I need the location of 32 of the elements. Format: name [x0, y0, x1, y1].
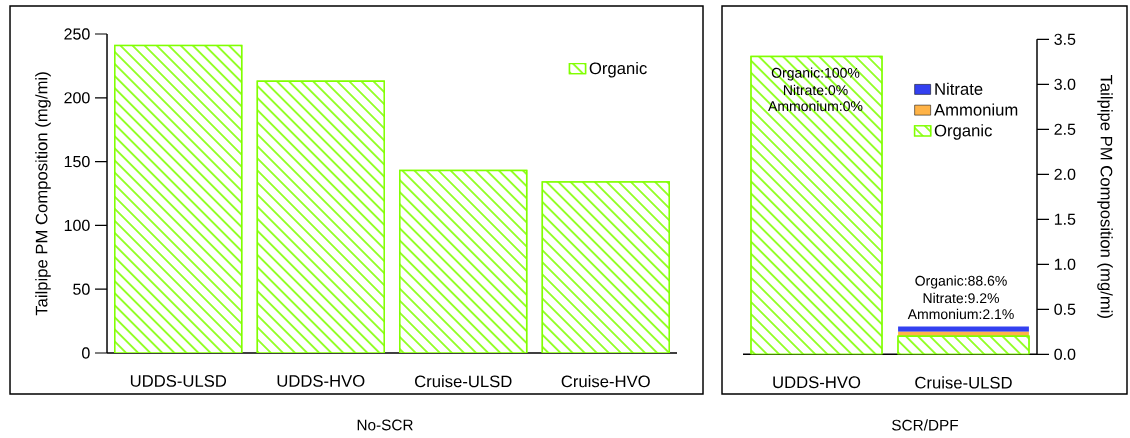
x-tick-label: Cruise-ULSD: [915, 376, 1012, 389]
bar: [898, 326, 1029, 332]
annotation: Ammonium:2.1%: [907, 308, 1014, 320]
y-tick-label: 250: [64, 28, 90, 40]
legend-label: Nitrate: [935, 82, 983, 95]
text: No-SCR: [357, 419, 413, 431]
annotation: Nitrate:9.2%: [923, 292, 1000, 304]
x-tick-label: UDDS-HVO: [773, 376, 861, 389]
y-tick-label: 200: [64, 92, 90, 104]
legend-label: Organic: [589, 61, 647, 78]
y-tick-label: 100: [64, 219, 90, 232]
y-tick-label: 0: [82, 347, 90, 359]
x-tick-label: Cruise-ULSD: [415, 375, 512, 388]
y-axis-title: Tailpipe PM Composition (mg/mi): [1097, 74, 1113, 318]
y-tick-label: 1.5: [1054, 213, 1076, 225]
x-tick-label: UDDS-ULSD: [130, 375, 227, 387]
x-tick-label: Cruise-HVO: [561, 375, 650, 388]
y-tick-label: 3.0: [1054, 78, 1076, 90]
y-tick-label: 2.0: [1054, 168, 1076, 180]
y-tick-label: 2.5: [1054, 123, 1076, 135]
y-tick-label: 3.5: [1054, 33, 1076, 45]
y-tick-label: 0.0: [1054, 348, 1076, 360]
x-tick-label: UDDS-HVO: [277, 375, 365, 387]
y-tick-label: 0.5: [1054, 303, 1076, 315]
text: SCR/DPF: [892, 419, 959, 431]
legend-label: Organic: [934, 124, 992, 140]
y-tick-label: 50: [73, 283, 90, 295]
legend-label: Ammonium: [934, 103, 1018, 116]
y-tick-label: 150: [64, 155, 90, 168]
annotation: Organic:88.6%: [915, 275, 1007, 289]
y-tick-label: 1.0: [1054, 258, 1076, 270]
y-axis-title: Tailpipe PM Composition (mg/mi): [35, 72, 51, 316]
